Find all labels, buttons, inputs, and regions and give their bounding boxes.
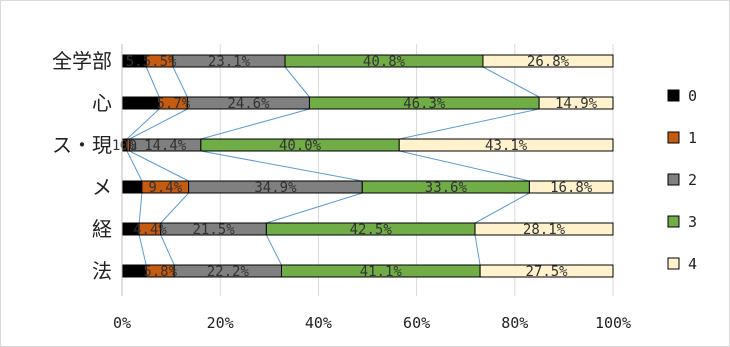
category-label: 経 (92, 217, 112, 241)
bar-segment (474, 222, 614, 236)
x-tick-label: 20% (207, 314, 234, 332)
series-line (265, 234, 282, 266)
data-label: 27.5% (525, 264, 568, 280)
bars (121, 54, 614, 278)
data-label: 40.8% (363, 54, 406, 70)
data-label: 5. (126, 54, 143, 70)
series-line (129, 108, 188, 140)
data-label: 21.5% (192, 222, 235, 238)
series-line (200, 150, 363, 182)
series-line (399, 108, 540, 140)
series-line (138, 234, 147, 266)
legend-label: 2 (688, 171, 697, 189)
data-label: 5.8% (143, 264, 177, 280)
data-label: 40.0% (279, 138, 322, 154)
data-label: 5.5% (143, 54, 177, 70)
category-label: 法 (92, 259, 112, 283)
legend-swatch (667, 215, 680, 228)
bar-segment (398, 138, 614, 152)
series-line (129, 150, 189, 182)
series-lines (126, 66, 540, 266)
data-label: 41.1% (360, 264, 403, 280)
series-line (138, 192, 143, 224)
data-label: 42.5% (350, 222, 393, 238)
data-label: 24.6% (227, 96, 270, 112)
series-line (284, 66, 310, 98)
legend-label: 3 (688, 213, 697, 231)
gridlines (121, 44, 614, 296)
bar-segment (528, 180, 614, 194)
x-tick-label: 100% (595, 314, 631, 332)
data-label: 14.4% (144, 138, 187, 154)
series-line (126, 108, 160, 140)
series-line (482, 66, 540, 98)
series-line (145, 66, 160, 98)
series-line (200, 108, 310, 140)
bar-segment (121, 96, 160, 110)
series-line (126, 150, 143, 182)
bar-segment (479, 264, 614, 278)
legend-swatch (667, 257, 680, 270)
data-labels: 5. 5.5% 23.1% 40.8% 26.8% 5.7% 24.6% 46.3% 14.9%… (112, 54, 598, 280)
data-label: 5.7% (156, 96, 190, 112)
legend-label: 0 (688, 87, 697, 105)
category-label: 心 (92, 91, 112, 115)
legend-label: 1 (688, 129, 697, 147)
data-label: 1.0 (112, 138, 137, 154)
data-label: 22.2% (207, 264, 250, 280)
category-label: 全学部 (52, 49, 112, 73)
legend: 0 1 2 3 4 (667, 87, 697, 273)
data-label: 16.8% (550, 180, 593, 196)
x-tick-label: 80% (501, 314, 528, 332)
bar-segment (538, 96, 614, 110)
series-line (266, 192, 363, 224)
data-label: 43.1% (485, 138, 528, 154)
data-label: 34.9% (254, 180, 297, 196)
data-label: 26.8% (527, 54, 570, 70)
legend-swatch (667, 131, 680, 144)
legend-label: 4 (688, 255, 697, 273)
series-line (160, 192, 190, 224)
x-tick-label: 40% (305, 314, 332, 332)
series-line (474, 234, 481, 266)
data-label: 23.1% (208, 54, 251, 70)
series-line (399, 150, 530, 182)
bar-segment (121, 180, 143, 194)
legend-swatch (667, 89, 680, 102)
legend-swatch (667, 173, 680, 186)
series-line (474, 192, 530, 224)
bar-segment (482, 54, 614, 68)
data-label: 33.6% (425, 180, 468, 196)
data-label: 46.3% (403, 96, 446, 112)
data-label: 28.1% (523, 222, 566, 238)
data-label: 14.9% (555, 96, 598, 112)
data-label: 4.4% (133, 222, 167, 238)
data-label: 0% (120, 138, 137, 154)
data-label: 9.4% (148, 180, 182, 196)
series-line (160, 234, 175, 266)
x-tick-label: 60% (403, 314, 430, 332)
category-label: ス・現 (52, 133, 112, 157)
x-tick-label: 0% (113, 314, 131, 332)
series-line (172, 66, 188, 98)
category-label: メ (92, 175, 112, 199)
